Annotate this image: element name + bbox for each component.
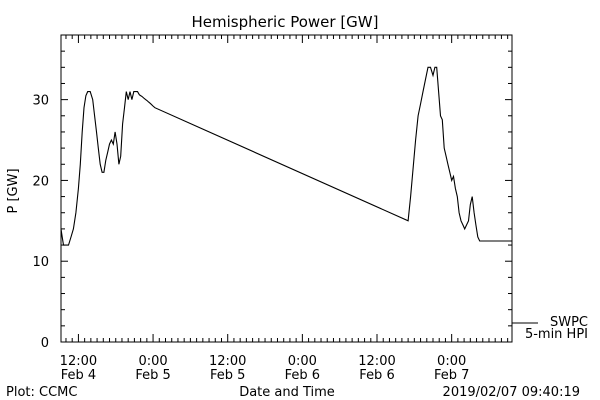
chart-title: Hemispheric Power [GW] (192, 13, 379, 31)
plot-frame (60, 34, 513, 343)
x-tick-date-label: Feb 7 (434, 368, 469, 383)
y-tick-label: 0 (41, 336, 49, 351)
y-tick-label: 20 (32, 174, 49, 189)
x-tick-date-label: Feb 5 (135, 368, 170, 383)
y-axis-label: P [GW] (6, 168, 21, 213)
x-tick-time-label: 0:00 (437, 354, 466, 369)
footer-timestamp: 2019/02/07 09:40:19 (443, 385, 580, 400)
y-tick-label: 10 (32, 255, 49, 270)
x-tick-date-label: Feb 5 (210, 368, 245, 383)
legend-label: 5-min HPI (525, 327, 588, 342)
x-tick-date-label: Feb 6 (359, 368, 394, 383)
legend-label: SWPC (550, 315, 588, 330)
x-tick-date-label: Feb 4 (61, 368, 96, 383)
x-tick-time-label: 0:00 (138, 354, 167, 369)
series-line-swpc (60, 66, 512, 246)
footer-plot-credit: Plot: CCMC (6, 385, 77, 400)
x-tick-time-label: 12:00 (60, 354, 97, 369)
x-tick-time-label: 12:00 (358, 354, 395, 369)
x-tick-time-label: 0:00 (288, 354, 317, 369)
y-tick-label: 30 (32, 94, 49, 109)
x-axis-label: Date and Time (239, 385, 335, 400)
series-layer (60, 66, 512, 246)
x-tick-time-label: 12:00 (209, 354, 246, 369)
x-tick-date-label: Feb 6 (285, 368, 320, 383)
